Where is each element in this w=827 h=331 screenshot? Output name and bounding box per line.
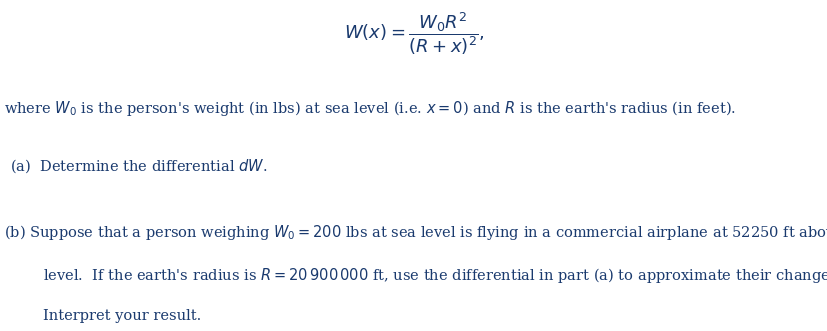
Text: (b) Suppose that a person weighing $W_0 = 200$ lbs at sea level is flying in a c: (b) Suppose that a person weighing $W_0 … bbox=[4, 223, 827, 242]
Text: (a)  Determine the differential $dW$.: (a) Determine the differential $dW$. bbox=[10, 157, 267, 175]
Text: where $W_0$ is the person's weight (in lbs) at sea level (i.e. $x=0$) and $R$ is: where $W_0$ is the person's weight (in l… bbox=[4, 99, 735, 118]
Text: $W(x) = \dfrac{W_0 R^2}{(R+x)^2},$: $W(x) = \dfrac{W_0 R^2}{(R+x)^2},$ bbox=[343, 10, 484, 57]
Text: Interpret your result.: Interpret your result. bbox=[43, 309, 201, 323]
Text: level.  If the earth's radius is $R = 20\,900\,000$ ft, use the differential in : level. If the earth's radius is $R = 20\… bbox=[43, 266, 827, 285]
